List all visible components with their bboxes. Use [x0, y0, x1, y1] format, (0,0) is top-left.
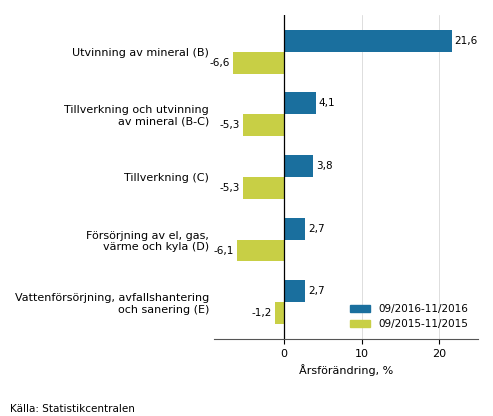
Bar — [284, 155, 314, 177]
Bar — [284, 218, 305, 240]
X-axis label: Årsförändring, %: Årsförändring, % — [299, 364, 393, 376]
Bar — [237, 240, 284, 262]
Text: -1,2: -1,2 — [251, 308, 272, 318]
Bar — [275, 302, 284, 324]
Text: 4,1: 4,1 — [319, 98, 336, 108]
Text: 21,6: 21,6 — [455, 36, 478, 46]
Bar — [284, 30, 452, 52]
Bar — [233, 52, 284, 74]
Text: -6,6: -6,6 — [209, 57, 230, 68]
Bar — [243, 177, 284, 199]
Legend: 09/2016-11/2016, 09/2015-11/2015: 09/2016-11/2016, 09/2015-11/2015 — [346, 300, 473, 334]
Text: Källa: Statistikcentralen: Källa: Statistikcentralen — [10, 404, 135, 414]
Text: 2,7: 2,7 — [308, 224, 325, 234]
Bar — [243, 114, 284, 136]
Text: -5,3: -5,3 — [219, 120, 240, 130]
Text: 2,7: 2,7 — [308, 286, 325, 296]
Text: -5,3: -5,3 — [219, 183, 240, 193]
Text: 3,8: 3,8 — [317, 161, 333, 171]
Text: -6,1: -6,1 — [213, 245, 234, 255]
Bar — [284, 280, 305, 302]
Bar — [284, 92, 316, 114]
